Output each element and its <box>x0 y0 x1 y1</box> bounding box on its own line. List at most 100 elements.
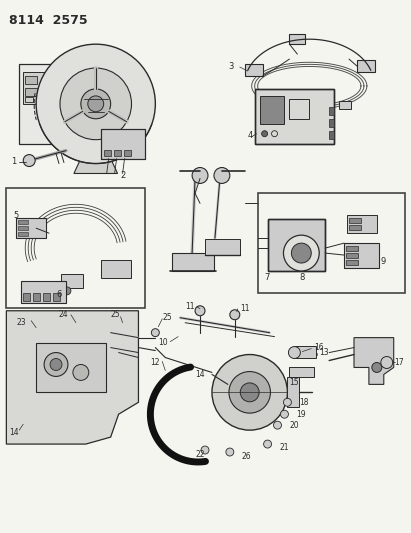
Bar <box>289 34 305 44</box>
Bar <box>344 243 379 268</box>
Text: 19: 19 <box>296 410 306 419</box>
Bar <box>347 215 377 233</box>
Bar <box>25 88 37 96</box>
Circle shape <box>50 359 62 370</box>
Bar <box>23 72 51 104</box>
Bar <box>23 293 30 301</box>
Polygon shape <box>74 158 118 173</box>
Text: 4: 4 <box>248 131 253 140</box>
Bar <box>287 377 299 407</box>
Bar <box>357 60 375 72</box>
Bar <box>25 76 37 84</box>
Circle shape <box>88 96 104 112</box>
Text: 23: 23 <box>16 318 26 327</box>
Bar <box>294 345 316 358</box>
Bar <box>101 129 145 158</box>
Circle shape <box>284 235 319 271</box>
Bar <box>104 150 111 156</box>
Text: 24: 24 <box>59 310 69 319</box>
Circle shape <box>291 243 311 263</box>
Text: 14: 14 <box>195 370 205 379</box>
Bar <box>346 246 358 251</box>
Bar <box>268 219 325 271</box>
Circle shape <box>284 398 291 406</box>
Bar <box>19 64 113 144</box>
Text: 26: 26 <box>242 451 252 461</box>
Circle shape <box>195 306 205 316</box>
Bar <box>346 260 358 265</box>
Text: 5: 5 <box>13 211 18 220</box>
Bar <box>53 293 60 301</box>
Polygon shape <box>6 311 139 444</box>
Text: 25: 25 <box>162 313 172 322</box>
Circle shape <box>73 365 89 381</box>
Bar <box>101 260 131 278</box>
Circle shape <box>262 131 268 136</box>
Polygon shape <box>354 337 394 384</box>
Bar <box>294 96 306 104</box>
Circle shape <box>60 68 132 140</box>
Circle shape <box>36 44 155 164</box>
Text: 17: 17 <box>394 358 403 367</box>
Circle shape <box>81 89 111 119</box>
Polygon shape <box>74 109 118 129</box>
Circle shape <box>240 383 259 402</box>
Bar <box>349 225 361 230</box>
Bar <box>21 281 66 303</box>
Circle shape <box>226 448 234 456</box>
Circle shape <box>56 94 76 114</box>
Bar <box>16 218 46 238</box>
Text: 11: 11 <box>240 304 249 313</box>
Text: 6: 6 <box>56 290 61 300</box>
Text: 13: 13 <box>319 348 329 357</box>
Text: 1: 1 <box>12 157 16 166</box>
Circle shape <box>59 90 87 118</box>
Bar <box>255 89 334 144</box>
Text: 8114  2575: 8114 2575 <box>9 14 88 27</box>
Circle shape <box>372 362 382 373</box>
Text: 16: 16 <box>314 343 324 352</box>
Circle shape <box>289 346 300 359</box>
Bar <box>289 367 314 377</box>
Bar <box>346 253 358 258</box>
Circle shape <box>201 446 209 454</box>
Circle shape <box>70 94 90 114</box>
Bar <box>258 193 405 293</box>
Text: 11: 11 <box>185 302 195 311</box>
Bar <box>205 239 240 255</box>
Text: 21: 21 <box>279 442 289 451</box>
Text: 15: 15 <box>289 378 299 387</box>
Bar <box>36 343 106 392</box>
Bar <box>289 99 309 119</box>
Bar <box>124 150 131 156</box>
Text: 7: 7 <box>265 273 270 282</box>
Bar <box>33 293 40 301</box>
Bar <box>61 274 83 288</box>
Text: 9: 9 <box>381 256 386 265</box>
Bar <box>268 219 325 271</box>
Circle shape <box>214 167 230 183</box>
Bar <box>113 150 120 156</box>
Bar <box>329 119 334 127</box>
Text: 20: 20 <box>289 421 299 430</box>
Bar <box>18 220 28 224</box>
Text: 2: 2 <box>120 171 126 180</box>
Circle shape <box>381 357 393 368</box>
Circle shape <box>230 310 240 320</box>
Circle shape <box>44 352 68 376</box>
Bar <box>245 64 263 76</box>
Circle shape <box>23 155 35 166</box>
Bar <box>172 253 214 271</box>
Bar <box>25 97 33 102</box>
Circle shape <box>192 167 208 183</box>
Bar <box>43 293 50 301</box>
Text: 10: 10 <box>158 338 168 347</box>
Bar <box>349 218 361 223</box>
Text: 14: 14 <box>9 427 19 437</box>
Circle shape <box>212 354 287 430</box>
Circle shape <box>280 410 289 418</box>
Circle shape <box>274 421 282 429</box>
Bar <box>18 226 28 230</box>
Bar <box>260 96 284 124</box>
Bar <box>329 131 334 139</box>
